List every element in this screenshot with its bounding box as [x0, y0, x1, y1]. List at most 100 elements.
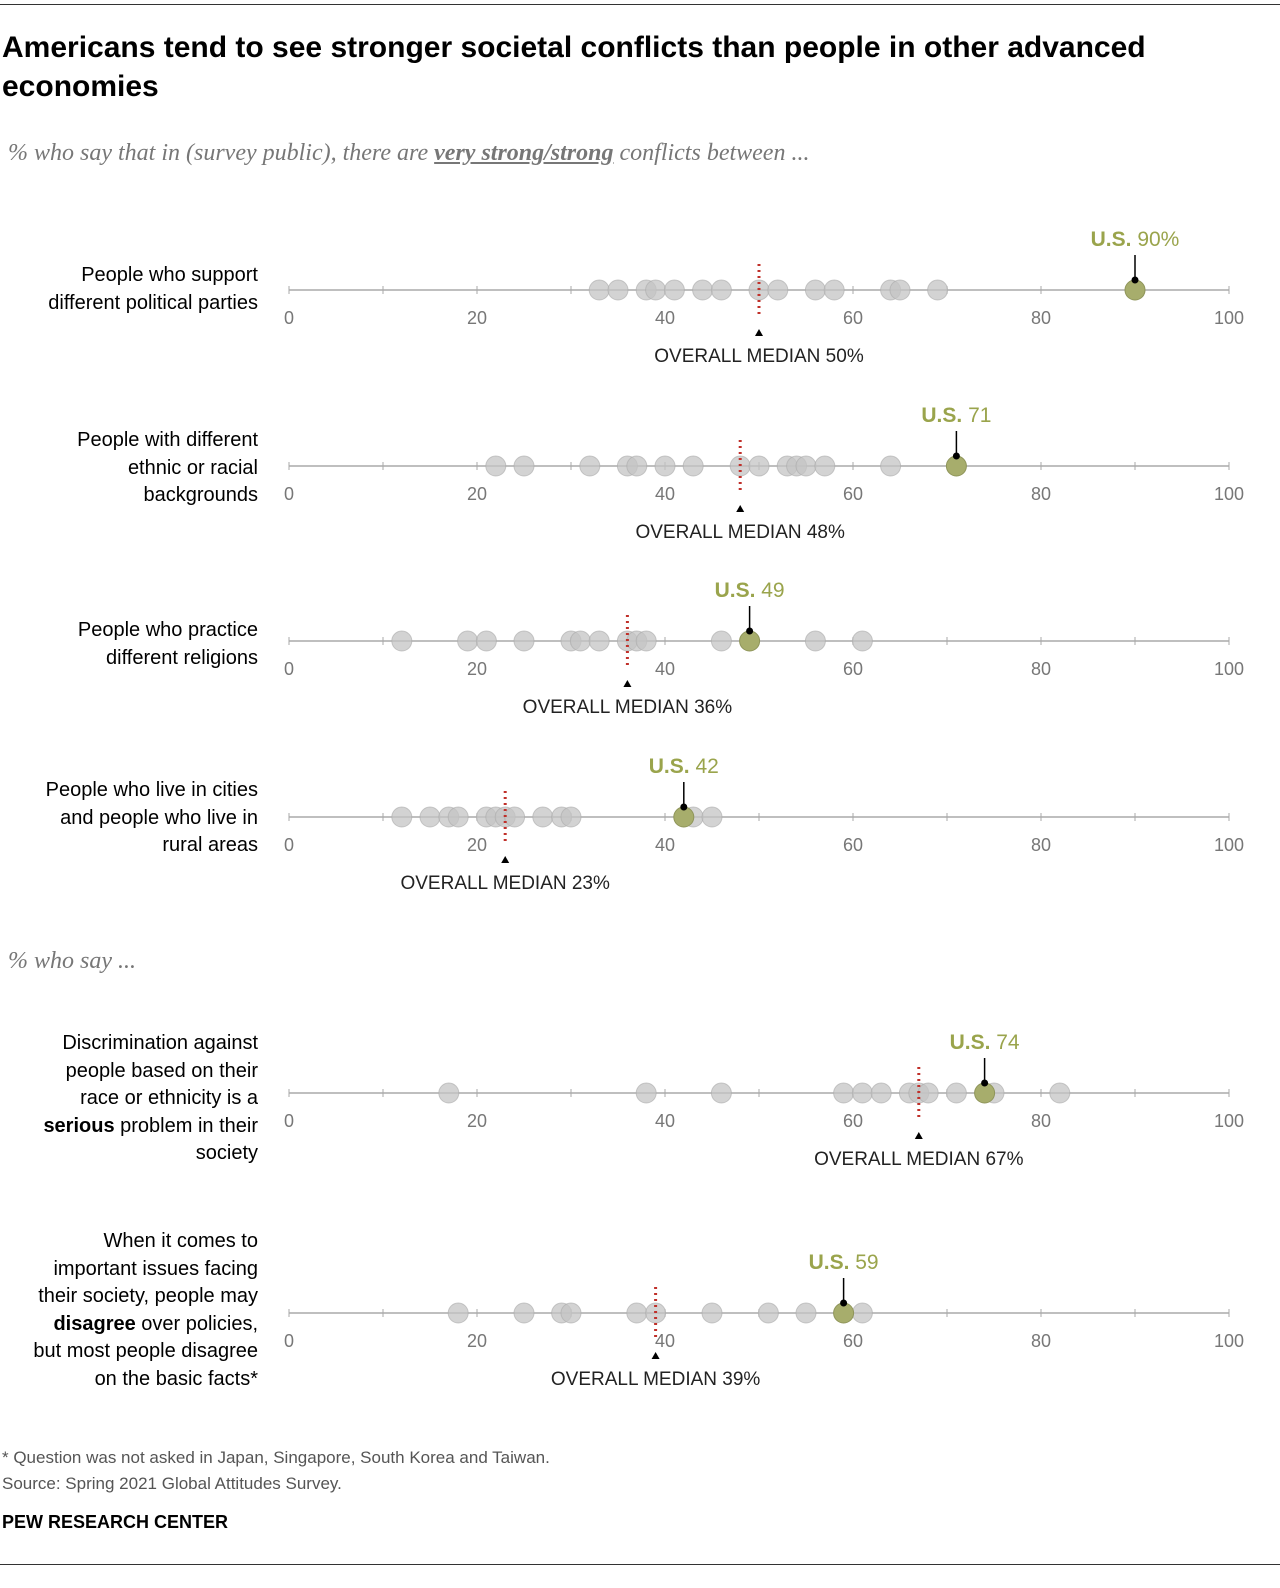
country-dot [701, 1302, 723, 1324]
country-dot [419, 806, 441, 828]
tick-label: 40 [655, 1111, 675, 1131]
country-dot [588, 279, 610, 301]
tick-label: 80 [1031, 835, 1051, 855]
country-dot [607, 279, 629, 301]
top-rule [0, 4, 1280, 5]
us-label: U.S. 90% [1091, 228, 1180, 251]
tick-label: 60 [843, 484, 863, 504]
country-dot [626, 455, 648, 477]
us-label: U.S. 42 [649, 755, 719, 778]
country-dot [635, 1082, 657, 1104]
country-dot [663, 279, 685, 301]
country-dot [945, 1082, 967, 1104]
tick-label: 20 [467, 308, 487, 328]
tick-label: 100 [1214, 835, 1244, 855]
median-marker-icon [501, 856, 510, 863]
tick-label: 0 [284, 659, 294, 679]
country-dot [833, 1082, 855, 1104]
tick-label: 40 [655, 659, 675, 679]
tick-label: 0 [284, 1331, 294, 1351]
tick-label: 80 [1031, 1111, 1051, 1131]
country-dot [880, 455, 902, 477]
country-dot [757, 1302, 779, 1324]
country-dot [635, 630, 657, 652]
country-dot [504, 806, 526, 828]
tick-label: 100 [1214, 308, 1244, 328]
us-label: U.S. 49 [715, 579, 785, 602]
us-leader-dot [746, 627, 754, 635]
median-label: OVERALL MEDIAN 39% [551, 1369, 761, 1390]
bottom-rule [0, 1564, 1280, 1565]
country-dot [682, 455, 704, 477]
subtitle-conflicts: % who say that in (survey public), there… [8, 140, 809, 167]
median-marker-icon [755, 329, 763, 336]
country-dot [447, 806, 469, 828]
tick-label: 100 [1214, 1111, 1244, 1131]
median-label: OVERALL MEDIAN 67% [814, 1149, 1024, 1170]
us-label: U.S. 74 [950, 1031, 1020, 1054]
country-dot [795, 1302, 817, 1324]
subtitle-post: conflicts between ... [613, 140, 810, 166]
tick-label: 20 [467, 484, 487, 504]
tick-label: 80 [1031, 1331, 1051, 1351]
subtitle-pre: % who say that in (survey public), there… [8, 140, 435, 166]
category-label: People who practice different religions [77, 619, 258, 669]
tick-label: 40 [655, 835, 675, 855]
tick-label: 40 [655, 484, 675, 504]
country-dot [851, 630, 873, 652]
chart-title: Americans tend to see stronger societal … [2, 31, 1146, 103]
category-label: People with different ethnic or racial bac… [77, 429, 258, 506]
median-marker-icon [623, 680, 632, 687]
country-dot [710, 279, 732, 301]
country-dot [391, 806, 413, 828]
country-dot [391, 630, 413, 652]
median-label: OVERALL MEDIAN 36% [523, 697, 733, 718]
country-dot [513, 1302, 535, 1324]
tick-label: 80 [1031, 308, 1051, 328]
country-dot [804, 630, 826, 652]
tick-label: 0 [284, 484, 294, 504]
country-dot [579, 455, 601, 477]
country-dot [475, 630, 497, 652]
country-dot [814, 455, 836, 477]
median-label: OVERALL MEDIAN 48% [635, 522, 845, 543]
category-label: People who support different political pa… [48, 264, 258, 314]
tick-label: 40 [655, 1331, 675, 1351]
us-leader-dot [680, 803, 688, 811]
tick-label: 60 [843, 1111, 863, 1131]
country-dot [626, 1302, 648, 1324]
category-label: Discrimination against people based on th… [43, 1032, 258, 1164]
tick-label: 60 [843, 659, 863, 679]
country-dot [569, 630, 591, 652]
tick-label: 0 [284, 835, 294, 855]
country-dot [851, 1302, 873, 1324]
country-dot [804, 279, 826, 301]
us-leader-dot [840, 1299, 848, 1307]
country-dot [692, 279, 714, 301]
country-dot [438, 1082, 460, 1104]
tick-label: 20 [467, 835, 487, 855]
us-label: U.S. 59 [809, 1251, 879, 1274]
country-dot [710, 1082, 732, 1104]
country-dot [560, 1302, 582, 1324]
country-dot [823, 279, 845, 301]
country-dot [767, 279, 789, 301]
tick-label: 20 [467, 1111, 487, 1131]
tick-label: 100 [1214, 1331, 1244, 1351]
country-dot [1049, 1082, 1071, 1104]
category-label: People who live in cities and people who … [45, 779, 258, 856]
tick-label: 100 [1214, 659, 1244, 679]
tick-label: 60 [843, 835, 863, 855]
tick-label: 20 [467, 1331, 487, 1351]
subtitle-who-say: % who say ... [8, 948, 136, 974]
median-marker-icon [651, 1352, 660, 1359]
country-dot [701, 806, 723, 828]
country-dot [795, 455, 817, 477]
median-marker-icon [914, 1132, 923, 1139]
tick-label: 0 [284, 1111, 294, 1131]
country-dot [532, 806, 554, 828]
country-dot [927, 279, 949, 301]
tick-label: 40 [655, 308, 675, 328]
subtitle-emphasis: very strong/strong [434, 140, 614, 166]
